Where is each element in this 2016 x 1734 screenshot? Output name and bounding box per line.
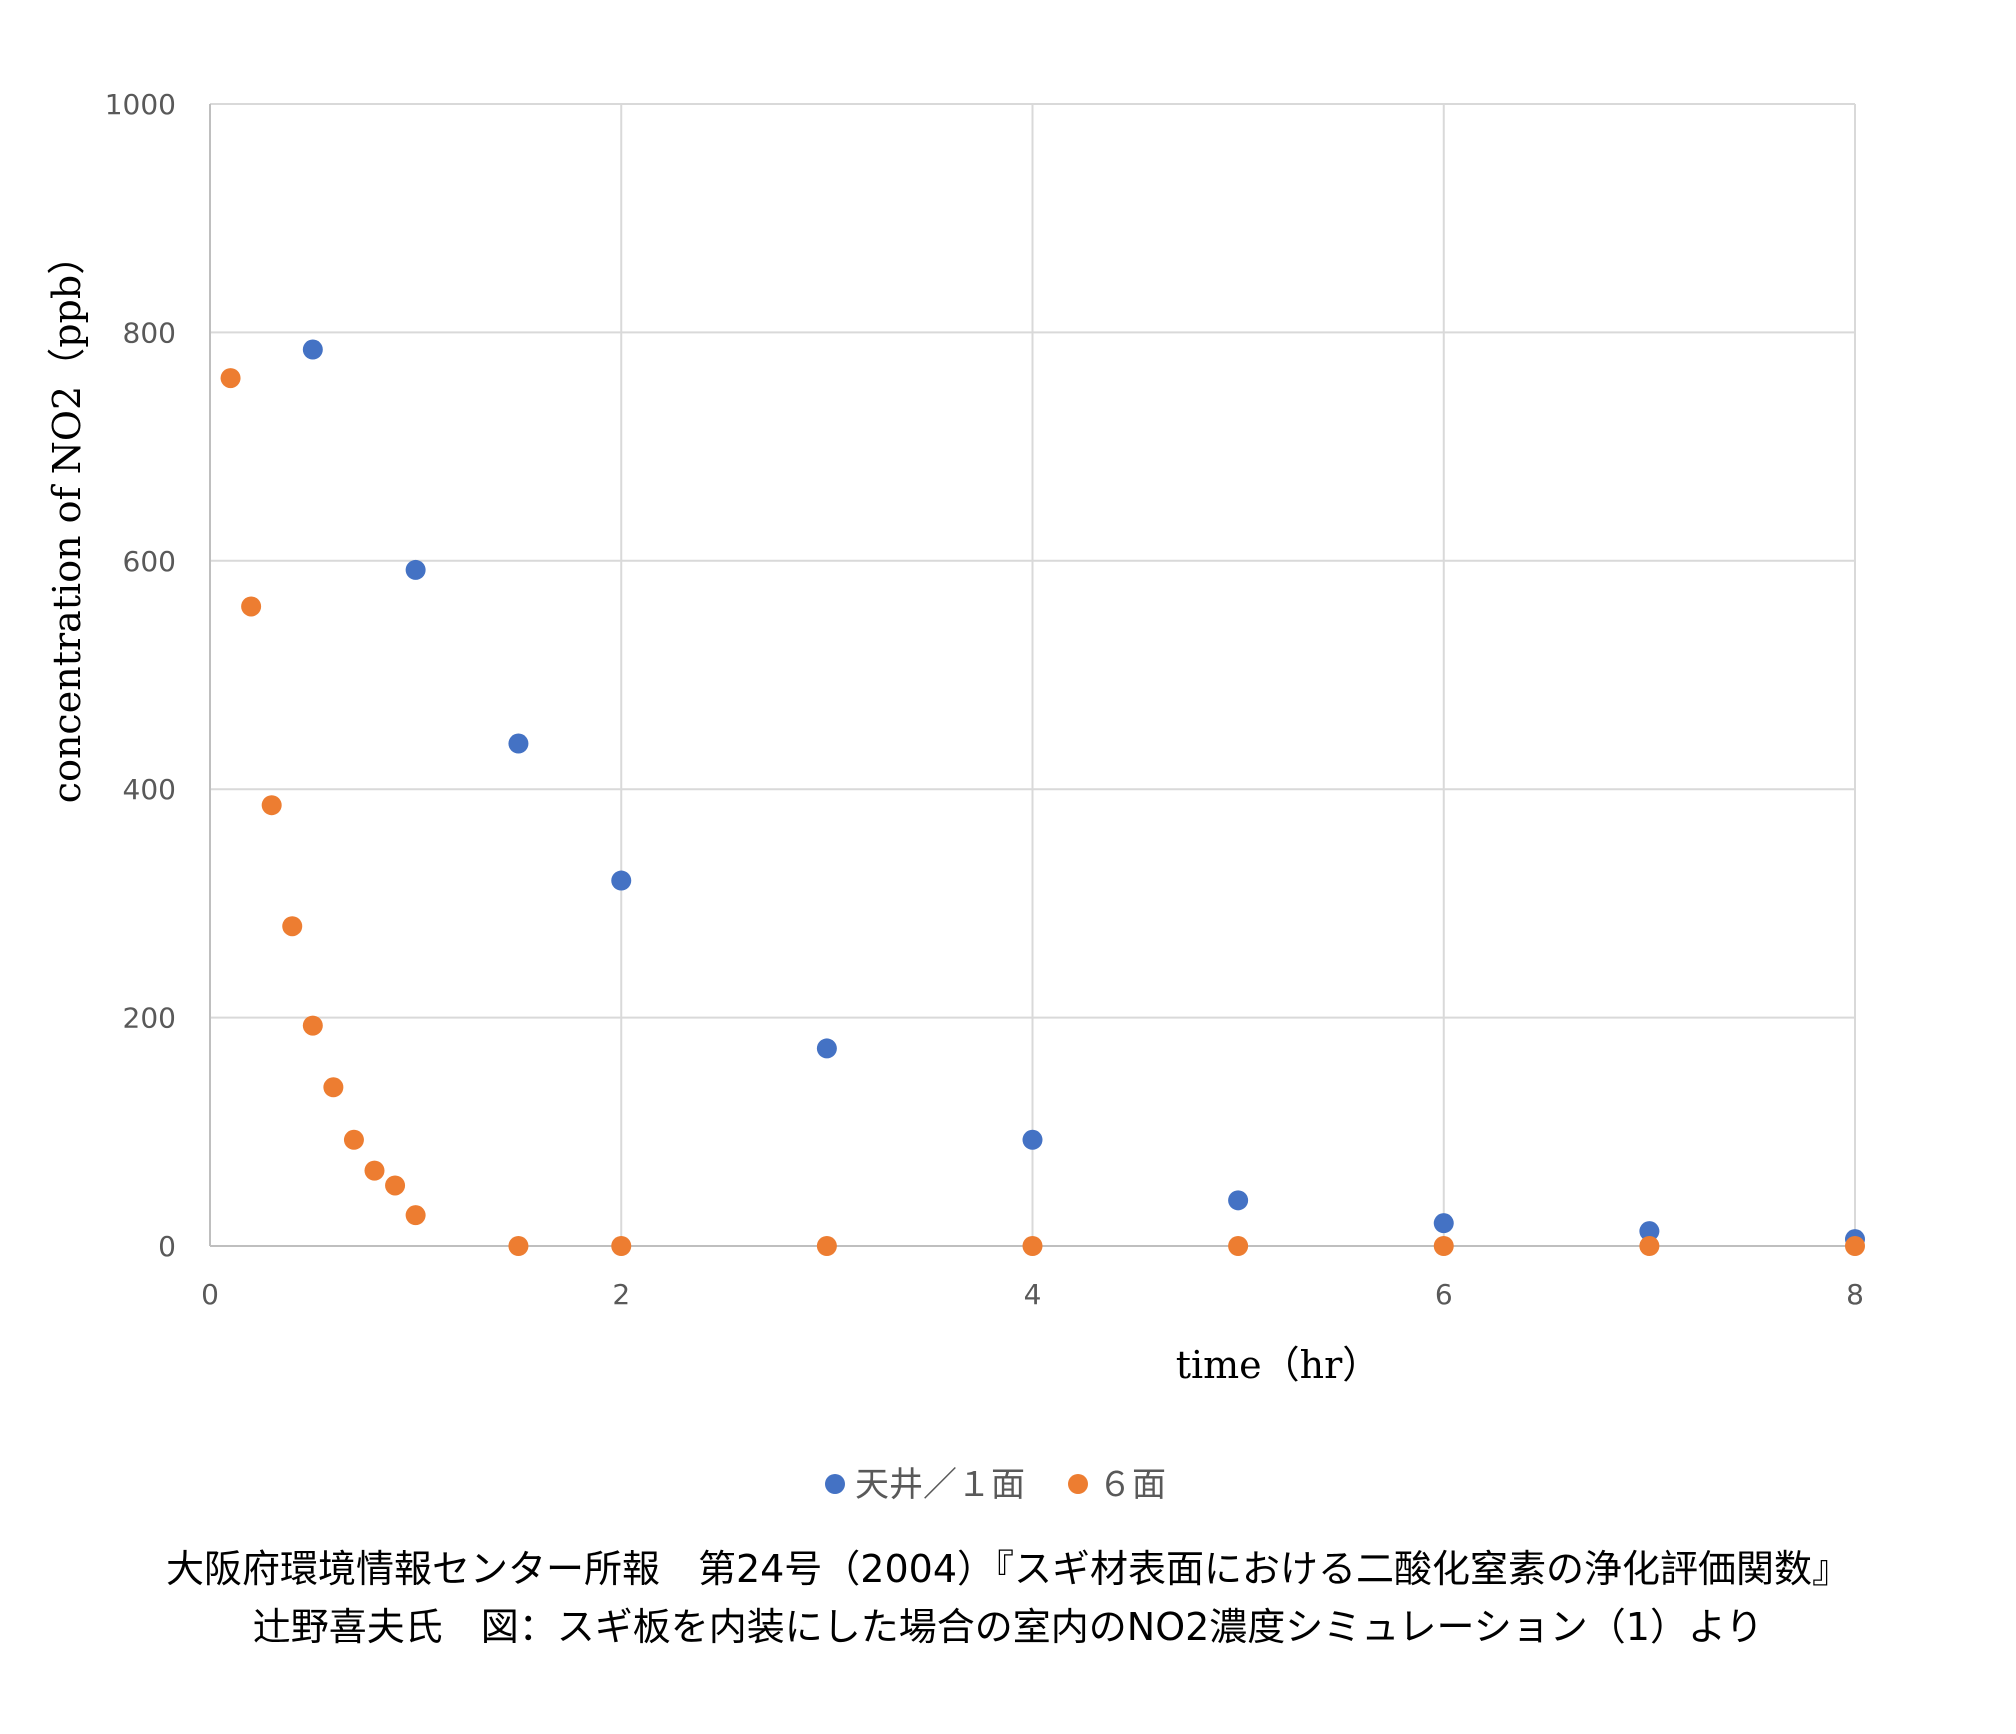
data-point-series-1 xyxy=(508,733,529,754)
data-point-series-1 xyxy=(1433,1213,1454,1234)
data-point-series-2 xyxy=(611,1236,632,1256)
data-point-series-2 xyxy=(302,1015,323,1036)
y-tick-label: 200 xyxy=(123,1002,176,1035)
y-axis-title: concentration of NO2（ppb） xyxy=(45,237,89,803)
data-point-series-2 xyxy=(405,1205,426,1226)
legend-label-series-1: 天井／１面 xyxy=(855,1465,1025,1505)
data-point-series-2 xyxy=(1228,1236,1249,1256)
y-tick-label: 1000 xyxy=(105,88,176,121)
data-point-series-2 xyxy=(1845,1236,1865,1256)
legend-marker-series-2 xyxy=(1068,1474,1088,1494)
data-point-series-1 xyxy=(302,339,323,360)
data-point-series-2 xyxy=(508,1236,529,1256)
data-point-series-2 xyxy=(1022,1236,1043,1256)
data-point-series-2 xyxy=(385,1175,406,1196)
y-tick-label: 800 xyxy=(123,316,176,349)
data-points xyxy=(220,339,1865,1256)
data-point-series-1 xyxy=(1639,1221,1660,1242)
data-point-series-1 xyxy=(1228,1190,1249,1211)
data-point-series-2 xyxy=(343,1129,364,1150)
x-tick-label: 4 xyxy=(1024,1278,1042,1311)
data-point-series-2 xyxy=(364,1160,385,1181)
tick-labels: 0 200 400 600 800 1000 0 2 4 6 8 xyxy=(105,88,1864,1311)
data-point-series-2 xyxy=(1639,1236,1660,1256)
gridlines xyxy=(210,103,1856,1246)
data-point-series-2 xyxy=(241,596,262,617)
data-point-series-2 xyxy=(282,916,303,937)
x-tick-label: 0 xyxy=(201,1278,219,1311)
y-tick-label: 400 xyxy=(123,773,176,806)
source-caption-line-1: 大阪府環境情報センター所報 第24号（2004）『スギ材表面における二酸化窒素の… xyxy=(165,1547,1851,1591)
legend-label-series-2: ６面 xyxy=(1098,1465,1166,1505)
x-tick-label: 6 xyxy=(1435,1278,1453,1311)
x-tick-label: 2 xyxy=(612,1278,630,1311)
data-point-series-1 xyxy=(405,559,426,580)
data-point-series-2 xyxy=(323,1077,344,1098)
data-point-series-1 xyxy=(1022,1129,1043,1150)
data-point-series-2 xyxy=(816,1236,837,1256)
source-caption-line-2: 辻野喜夫氏 図：スギ板を内装にした場合の室内のNO2濃度シミュレーション（1）よ… xyxy=(252,1605,1764,1649)
data-point-series-1 xyxy=(816,1038,837,1059)
y-tick-label: 0 xyxy=(158,1230,176,1263)
data-point-series-2 xyxy=(220,368,241,389)
y-tick-label: 600 xyxy=(123,545,176,578)
legend: 天井／１面 ６面 xyxy=(825,1465,1166,1505)
data-point-series-2 xyxy=(261,795,282,816)
data-point-series-1 xyxy=(611,870,632,891)
x-axis-title: time（hr） xyxy=(1176,1343,1381,1387)
legend-marker-series-1 xyxy=(825,1474,845,1494)
data-point-series-2 xyxy=(1433,1236,1454,1256)
x-tick-label: 8 xyxy=(1846,1278,1864,1311)
